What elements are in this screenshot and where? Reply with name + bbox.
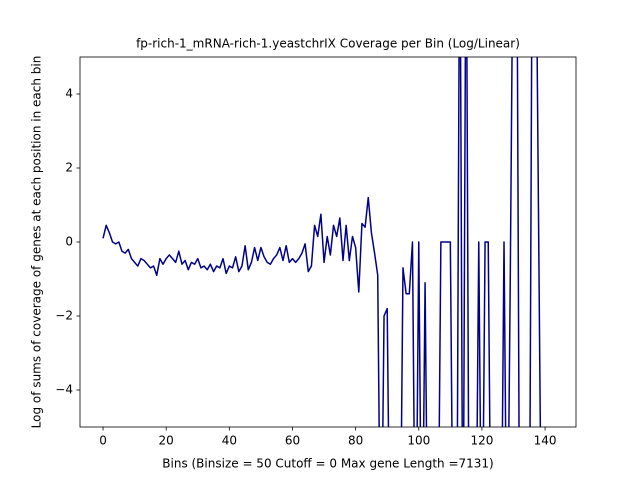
- x-tick-label: 40: [222, 434, 237, 448]
- x-tick-label: 0: [99, 434, 107, 448]
- x-tick-label: 20: [159, 434, 174, 448]
- y-tick-label: 4: [65, 87, 73, 101]
- y-tick-label: 0: [65, 235, 73, 249]
- plot-area: [102, 57, 542, 427]
- x-tick-label: 80: [348, 434, 363, 448]
- x-tick-label: 120: [470, 434, 493, 448]
- y-tick-label: −2: [55, 309, 73, 323]
- data-line: [102, 57, 542, 427]
- x-axis-label: Bins (Binsize = 50 Cutoff = 0 Max gene L…: [162, 457, 493, 471]
- x-tick-label: 60: [285, 434, 300, 448]
- y-axis-label: Log of sums of coverage of genes at each…: [30, 56, 44, 429]
- x-tick-label: 140: [534, 434, 557, 448]
- x-tick-label: 100: [407, 434, 430, 448]
- chart-title: fp-rich-1_mRNA-rich-1.yeastchrIX Coverag…: [136, 37, 520, 51]
- y-tick-label: −4: [55, 383, 73, 397]
- y-tick-label: 2: [65, 161, 73, 175]
